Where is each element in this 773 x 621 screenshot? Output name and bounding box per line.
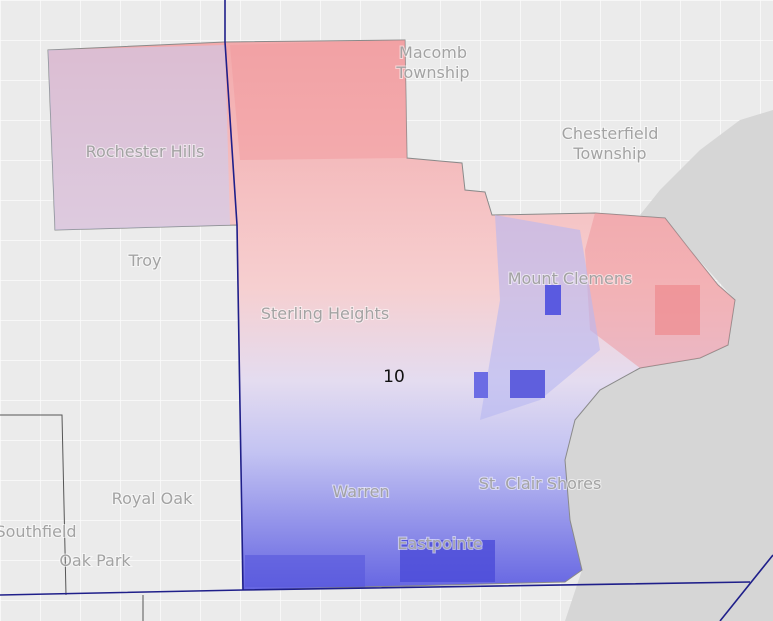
place-label-line: Sterling Heights	[261, 304, 389, 323]
place-label: St. Clair Shores	[479, 474, 602, 493]
place-label: Sterling Heights	[261, 304, 389, 323]
county-line	[0, 414, 67, 596]
clemens-area	[480, 215, 600, 420]
place-label-line: Mount Clemens	[508, 269, 633, 288]
place-label: Troy	[128, 251, 162, 270]
place-label: Rochester Hills	[86, 142, 205, 161]
precinct	[400, 540, 495, 582]
place-label: Chesterfield Township	[562, 124, 659, 163]
place-label-line: Township	[395, 63, 469, 82]
precinct	[510, 370, 545, 398]
place-label-line: Rochester Hills	[86, 142, 205, 161]
place-label-line: St. Clair Shores	[479, 474, 602, 493]
place-label-line: Royal Oak	[112, 489, 193, 508]
precinct	[474, 372, 488, 398]
place-label: Southfield	[0, 522, 77, 541]
place-label: Oak Park	[59, 551, 131, 570]
place-label: Warren	[332, 482, 389, 501]
district-shape	[47, 39, 736, 591]
boundary	[0, 581, 751, 596]
precinct	[545, 285, 561, 315]
place-label: Macomb Township	[395, 43, 469, 82]
county-lines	[0, 414, 144, 621]
place-label-line: Troy	[128, 251, 162, 270]
place-label: Eastpointe	[397, 534, 482, 553]
place-label: Royal Oak	[112, 489, 193, 508]
district-number: 10	[383, 367, 405, 387]
lake	[565, 110, 773, 621]
place-label-line: Township	[572, 144, 646, 163]
boundary	[224, 0, 244, 591]
precinct	[245, 555, 365, 587]
place-label-line: Chesterfield	[562, 124, 659, 143]
place-label-line: Oak Park	[59, 551, 131, 570]
precinct	[655, 285, 700, 335]
north-area	[230, 40, 407, 160]
boundary	[719, 554, 773, 621]
rochester-area	[48, 45, 230, 230]
place-label-line: Eastpointe	[397, 534, 482, 553]
place-label-line: Macomb	[399, 43, 467, 62]
place-label-line: Southfield	[0, 522, 77, 541]
place-label: Mount Clemens	[508, 269, 633, 288]
place-label-line: Warren	[332, 482, 389, 501]
